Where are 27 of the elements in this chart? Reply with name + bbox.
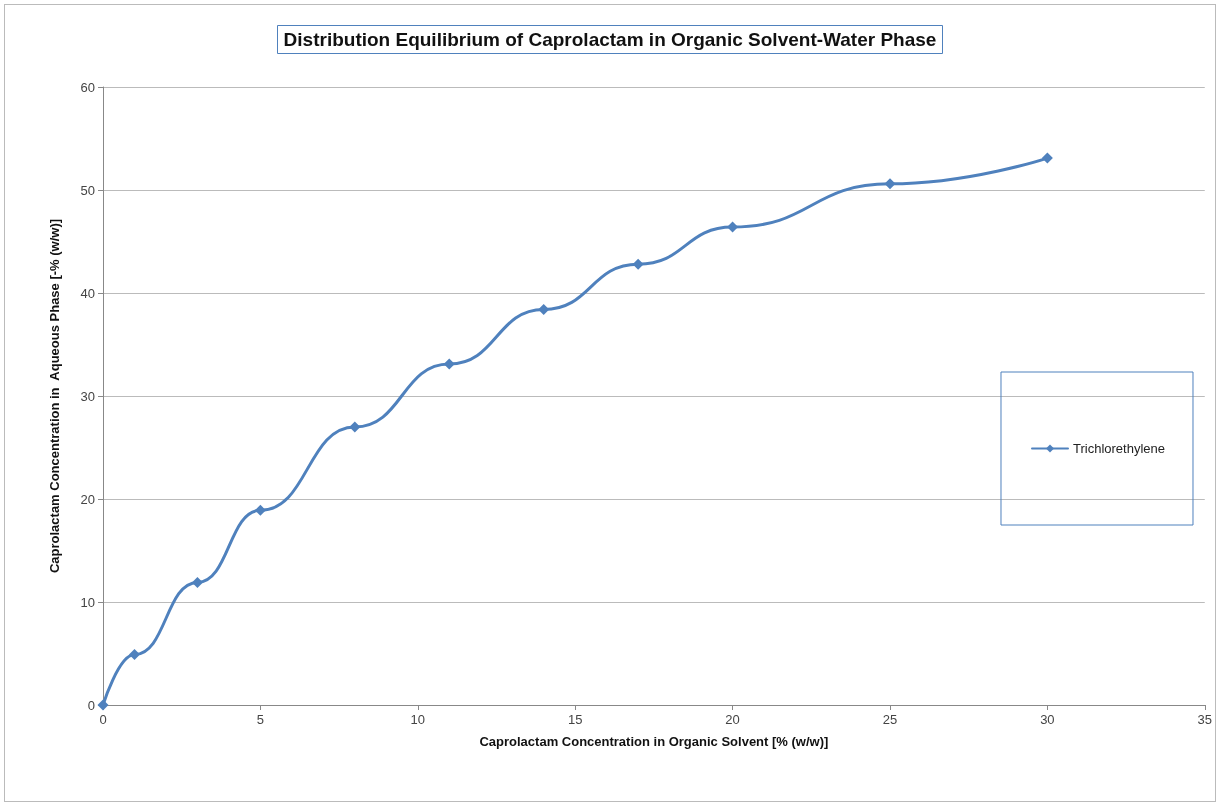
x-tick-label: 35 bbox=[1197, 712, 1212, 727]
y-tick-label: 10 bbox=[80, 594, 95, 610]
point bbox=[97, 699, 109, 711]
x-tick-label: 15 bbox=[567, 712, 583, 727]
x-tick-label: 0 bbox=[99, 712, 107, 727]
y-tick-label: 50 bbox=[80, 182, 95, 198]
point bbox=[128, 649, 140, 661]
y-tick-label: 30 bbox=[80, 388, 95, 404]
legend-label: Trichlorethylene bbox=[1073, 441, 1166, 456]
point bbox=[349, 421, 361, 433]
x-tick-label: 5 bbox=[256, 712, 265, 727]
x-tick-label: 25 bbox=[882, 712, 898, 727]
y-tick-label: 40 bbox=[80, 285, 95, 301]
point bbox=[191, 576, 203, 588]
chart-title: Distribution Equilibrium of Caprolactam in Organic Solvent-Water Phase bbox=[283, 29, 937, 50]
y-tick-label: 60 bbox=[80, 79, 95, 95]
x-axis-title: Caprolactam Concentration in Organic Solvent [% (w/w)] bbox=[479, 734, 829, 749]
point bbox=[538, 303, 550, 315]
y-tick-label: 0 bbox=[87, 697, 95, 713]
y-tick-label: 20 bbox=[80, 491, 95, 507]
point bbox=[254, 504, 266, 516]
point bbox=[1041, 152, 1053, 164]
x-tick-label: 30 bbox=[1040, 712, 1055, 727]
x-tick-label: 20 bbox=[725, 712, 740, 727]
x-tick-label: 10 bbox=[410, 712, 426, 727]
y-axis-title: Caprolactam Concentration in Aqueous Phase [-% (w/w)] bbox=[47, 218, 62, 574]
point bbox=[884, 178, 896, 190]
